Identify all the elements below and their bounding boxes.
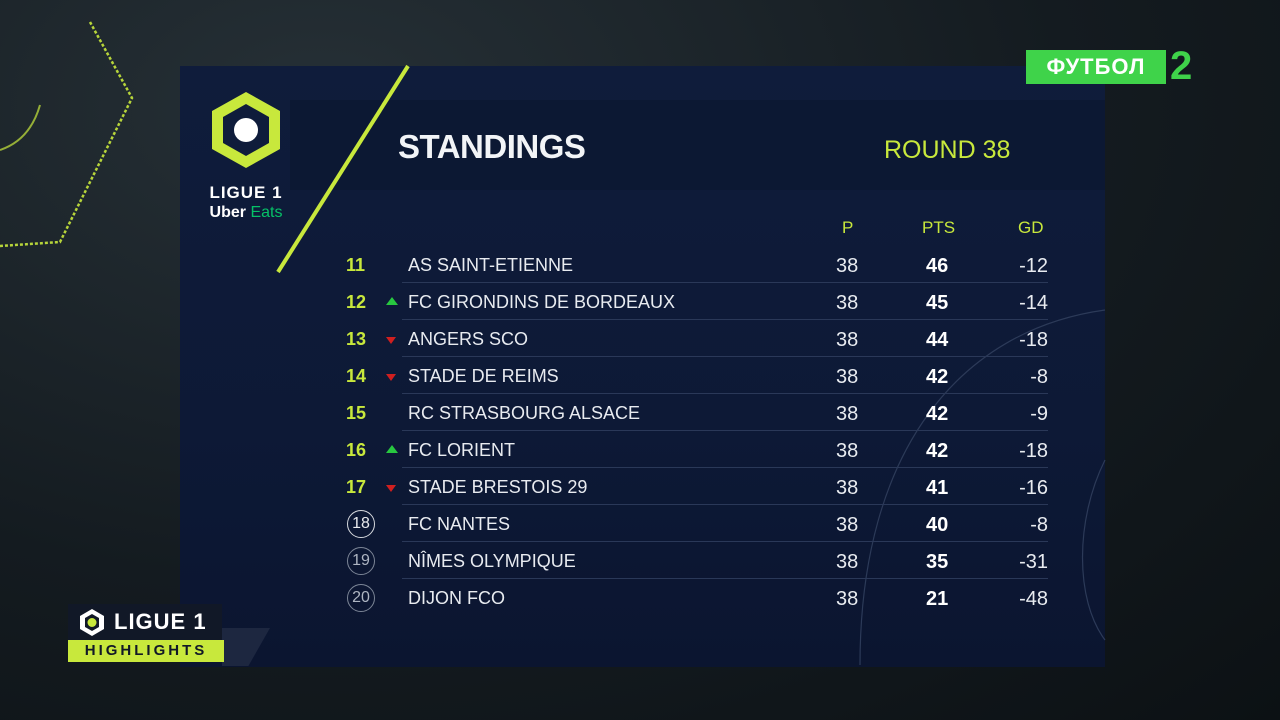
matches-played: 38: [836, 514, 859, 536]
row-divider: [402, 578, 1048, 579]
highlights-badge-subtitle: HIGHLIGHTS: [68, 640, 224, 662]
trend-down-icon: [386, 337, 396, 344]
column-header-points: PTS: [922, 218, 956, 237]
sponsor-prefix: Uber: [209, 204, 246, 221]
trend-down-icon: [386, 485, 396, 492]
position: 16: [346, 440, 367, 460]
points: 45: [926, 292, 949, 314]
ligue1-logo: LIGUE 1 Uber Eats: [200, 88, 292, 228]
row-divider: [402, 430, 1048, 431]
standings-header-bar: [290, 100, 1105, 190]
matches-played: 38: [836, 477, 859, 499]
team-name: FC NANTES: [408, 514, 511, 534]
table-row: 18 FC NANTES 38 40 -8: [340, 505, 1048, 542]
points: 42: [926, 440, 949, 462]
position: 15: [346, 403, 367, 423]
points: 40: [926, 514, 949, 536]
team-name: FC GIRONDINS DE BORDEAUX: [408, 292, 676, 312]
points: 46: [926, 255, 949, 277]
decorative-hexagon-outline: [0, 21, 134, 248]
row-divider: [402, 356, 1048, 357]
matches-played: 38: [836, 440, 859, 462]
matches-played: 38: [836, 292, 859, 314]
team-name: STADE DE REIMS: [408, 366, 559, 386]
matches-played: 38: [836, 366, 859, 388]
table-row: 13 ANGERS SCO 38 44 -18: [340, 320, 1048, 357]
team-name: DIJON FCO: [408, 588, 505, 608]
team-name: STADE BRESTOIS 29: [408, 477, 588, 497]
highlights-badge-top: LIGUE 1: [68, 604, 222, 640]
highlights-badge-title: LIGUE 1: [114, 609, 207, 634]
table-row: 19 NÎMES OLYMPIQUE 38 35 -31: [340, 542, 1048, 579]
sponsor-suffix: Eats: [250, 204, 283, 221]
matches-played: 38: [836, 255, 859, 277]
channel-number: 2: [1170, 44, 1193, 88]
round-label: ROUND 38: [884, 136, 1011, 164]
row-divider: [402, 319, 1048, 320]
points: 42: [926, 366, 949, 388]
goal-difference: -31: [1019, 551, 1048, 573]
goal-difference: -14: [1019, 292, 1048, 314]
goal-difference: -18: [1019, 440, 1048, 462]
sponsor-wordmark: Uber Eats: [200, 204, 292, 222]
position-circled: 18: [347, 510, 375, 538]
position: 14: [346, 366, 367, 386]
goal-difference: -12: [1019, 255, 1048, 277]
row-divider: [402, 393, 1048, 394]
table-row: 14 STADE DE REIMS 38 42 -8: [340, 357, 1048, 394]
trend-up-icon: [386, 297, 398, 305]
position-circled: 19: [347, 547, 375, 575]
goal-difference: -8: [1030, 366, 1048, 388]
team-name: AS SAINT-ETIENNE: [408, 255, 574, 275]
points: 21: [926, 588, 949, 610]
points: 42: [926, 403, 949, 425]
matches-played: 38: [836, 551, 859, 573]
table-row: 20 DIJON FCO 38 21 -48: [340, 579, 1048, 616]
team-name: RC STRASBOURG ALSACE: [408, 403, 641, 423]
highlights-badge: LIGUE 1 HIGHLIGHTS: [68, 604, 224, 662]
goal-difference: -48: [1019, 588, 1048, 610]
page-title: STANDINGS: [398, 128, 586, 165]
position: 13: [346, 329, 367, 349]
team-name: NÎMES OLYMPIQUE: [408, 551, 576, 571]
table-row: 12 FC GIRONDINS DE BORDEAUX 38 45 -14: [340, 283, 1048, 320]
matches-played: 38: [836, 588, 859, 610]
row-divider: [402, 467, 1048, 468]
position: 11: [346, 255, 366, 275]
channel-logo: ФУТБОЛ: [1026, 50, 1166, 84]
position: 17: [346, 477, 367, 497]
row-divider: [402, 282, 1048, 283]
table-row: 15 RC STRASBOURG ALSACE 38 42 -9: [340, 394, 1048, 431]
column-header-goal-diff: GD: [1018, 218, 1044, 237]
row-divider: [402, 541, 1048, 542]
goal-difference: -18: [1019, 329, 1048, 351]
trend-down-icon: [386, 374, 396, 381]
points: 35: [926, 551, 949, 573]
matches-played: 38: [836, 329, 859, 351]
ligue1-emblem-icon: [212, 92, 280, 168]
team-name: FC LORIENT: [408, 440, 516, 460]
goal-difference: -9: [1030, 403, 1048, 425]
points: 41: [926, 477, 949, 499]
row-divider: [402, 504, 1048, 505]
position-circled: 20: [347, 584, 375, 612]
table-row: 17 STADE BRESTOIS 29 38 41 -16: [340, 468, 1048, 505]
ligue1-wordmark: LIGUE 1: [209, 183, 283, 202]
table-row: 11 AS SAINT-ETIENNE 38 46 -12: [340, 246, 1048, 283]
table-row: 16 FC LORIENT 38 42 -18: [340, 431, 1048, 468]
goal-difference: -8: [1030, 514, 1048, 536]
ligue1-small-emblem-icon: [80, 609, 104, 636]
matches-played: 38: [836, 403, 859, 425]
goal-difference: -16: [1019, 477, 1048, 499]
position: 12: [346, 292, 367, 312]
column-header-played: P: [842, 218, 854, 237]
trend-up-icon: [386, 445, 398, 453]
team-name: ANGERS SCO: [408, 329, 529, 349]
standings-table: 11 AS SAINT-ETIENNE 38 46 -12 12 FC GIRO…: [340, 246, 1048, 616]
points: 44: [926, 329, 949, 351]
